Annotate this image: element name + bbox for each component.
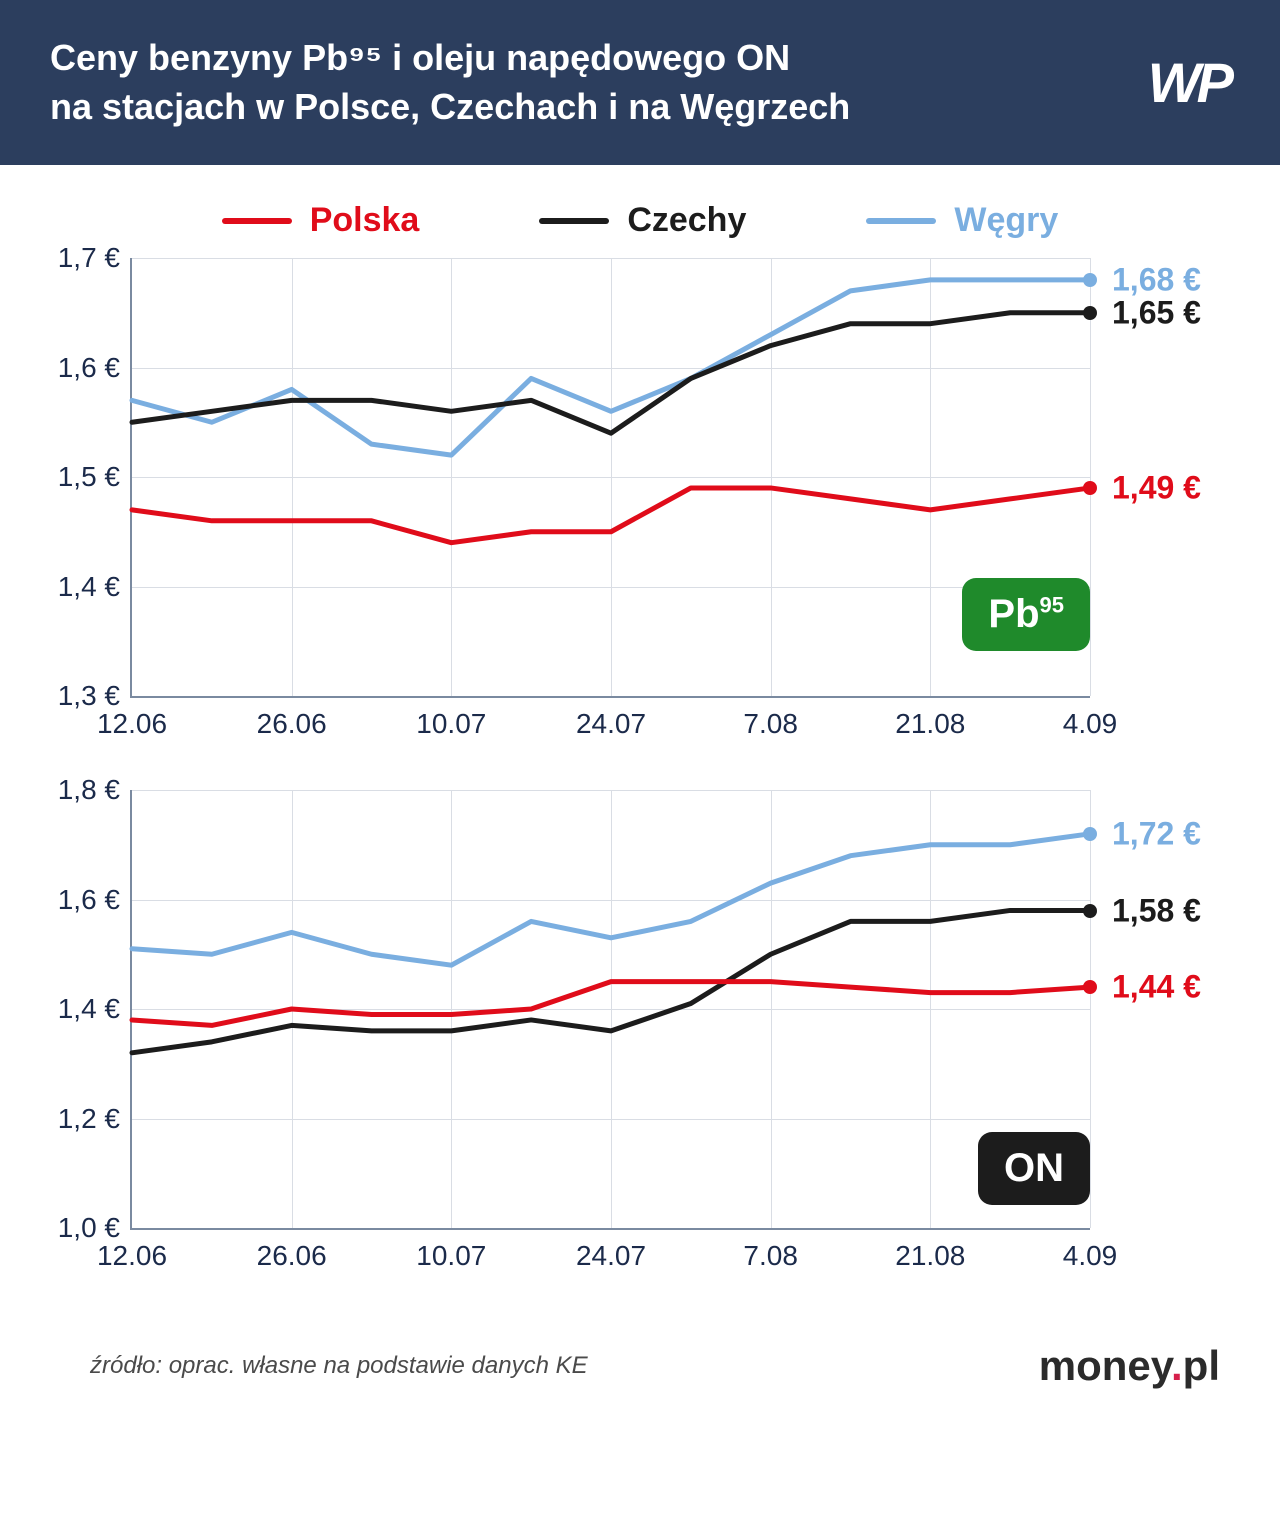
chart-pb95: 1,3 €1,4 €1,5 €1,6 €1,7 €12.0626.0610.07…: [40, 258, 1240, 760]
legend-item-wegry: Węgry: [866, 201, 1058, 240]
fuel-badge-sup: 95: [1040, 593, 1064, 618]
x-tick-label: 24.07: [576, 1240, 646, 1272]
x-tick-label: 21.08: [895, 1240, 965, 1272]
money-logo-text: money: [1039, 1342, 1171, 1389]
series-line-polska: [132, 488, 1090, 543]
chart-legend: Polska Czechy Węgry: [0, 165, 1280, 258]
series-line-czechy: [132, 313, 1090, 433]
footer: źródło: oprac. własne na podstawie danyc…: [0, 1322, 1280, 1426]
y-tick-label: 1,7 €: [42, 242, 120, 274]
header: Ceny benzyny Pb⁹⁵ i oleju napędowego ON …: [0, 0, 1280, 165]
gridline-v: [1090, 790, 1091, 1228]
legend-label: Czechy: [627, 201, 746, 240]
x-tick-label: 24.07: [576, 708, 646, 740]
x-tick-label: 4.09: [1063, 708, 1118, 740]
fuel-badge-pb95: Pb95: [962, 578, 1090, 651]
title-line-2: na stacjach w Polsce, Czechach i na Węgr…: [50, 83, 850, 132]
x-tick-label: 26.06: [257, 708, 327, 740]
end-dot-wegry: [1083, 827, 1097, 841]
x-tick-label: 4.09: [1063, 1240, 1118, 1272]
plot-area: 1,3 €1,4 €1,5 €1,6 €1,7 €12.0626.0610.07…: [130, 258, 1090, 698]
wp-logo: WP: [1148, 50, 1230, 115]
y-tick-label: 1,2 €: [42, 1103, 120, 1135]
legend-item-polska: Polska: [222, 201, 420, 240]
end-label-wegry: 1,72 €: [1112, 815, 1201, 852]
end-dot-czechy: [1083, 904, 1097, 918]
end-dot-czechy: [1083, 306, 1097, 320]
x-tick-label: 7.08: [743, 708, 798, 740]
fuel-badge-text: Pb: [988, 592, 1039, 636]
line-layer: [132, 790, 1090, 1228]
x-tick-label: 26.06: [257, 1240, 327, 1272]
fuel-badge-on: ON: [978, 1132, 1090, 1205]
fuel-badge-text: ON: [1004, 1146, 1064, 1190]
x-tick-label: 12.06: [97, 1240, 167, 1272]
source-text: źródło: oprac. własne na podstawie danyc…: [90, 1352, 588, 1380]
gridline-v: [1090, 258, 1091, 696]
series-line-polska: [132, 982, 1090, 1026]
series-line-wegry: [132, 834, 1090, 965]
line-layer: [132, 258, 1090, 696]
y-tick-label: 1,4 €: [42, 993, 120, 1025]
y-tick-label: 1,4 €: [42, 571, 120, 603]
y-tick-label: 1,8 €: [42, 774, 120, 806]
end-label-polska: 1,44 €: [1112, 969, 1201, 1006]
charts-container: 1,3 €1,4 €1,5 €1,6 €1,7 €12.0626.0610.07…: [0, 258, 1280, 1292]
end-label-czechy: 1,58 €: [1112, 892, 1201, 929]
legend-swatch: [539, 218, 609, 224]
legend-label: Węgry: [954, 201, 1058, 240]
end-label-wegry: 1,68 €: [1112, 262, 1201, 299]
end-dot-polska: [1083, 481, 1097, 495]
x-tick-label: 12.06: [97, 708, 167, 740]
series-line-wegry: [132, 280, 1090, 455]
x-tick-label: 7.08: [743, 1240, 798, 1272]
legend-label: Polska: [310, 201, 420, 240]
end-dot-wegry: [1083, 273, 1097, 287]
money-logo-dot: .: [1171, 1342, 1183, 1389]
chart-on: 1,0 €1,2 €1,4 €1,6 €1,8 €12.0626.0610.07…: [40, 790, 1240, 1292]
x-tick-label: 10.07: [416, 1240, 486, 1272]
end-label-polska: 1,49 €: [1112, 470, 1201, 507]
page-title: Ceny benzyny Pb⁹⁵ i oleju napędowego ON …: [50, 34, 850, 131]
plot-area: 1,0 €1,2 €1,4 €1,6 €1,8 €12.0626.0610.07…: [130, 790, 1090, 1230]
money-logo-suffix: pl: [1183, 1342, 1220, 1389]
money-logo: money.pl: [1039, 1342, 1220, 1390]
legend-swatch: [222, 218, 292, 224]
legend-item-czechy: Czechy: [539, 201, 746, 240]
y-tick-label: 1,5 €: [42, 461, 120, 493]
y-tick-label: 1,6 €: [42, 352, 120, 384]
x-tick-label: 10.07: [416, 708, 486, 740]
x-tick-label: 21.08: [895, 708, 965, 740]
legend-swatch: [866, 218, 936, 224]
end-dot-polska: [1083, 980, 1097, 994]
title-line-1: Ceny benzyny Pb⁹⁵ i oleju napędowego ON: [50, 34, 850, 83]
end-label-czechy: 1,65 €: [1112, 294, 1201, 331]
y-tick-label: 1,6 €: [42, 884, 120, 916]
